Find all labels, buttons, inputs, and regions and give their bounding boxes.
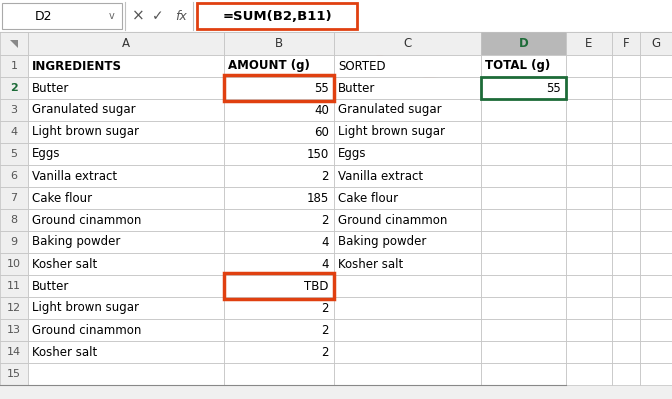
Text: Kosher salt: Kosher salt	[32, 346, 97, 358]
Text: 7: 7	[11, 193, 17, 203]
Text: 2: 2	[321, 170, 329, 182]
Text: Eggs: Eggs	[32, 148, 60, 160]
Text: 13: 13	[7, 325, 21, 335]
Text: Cake flour: Cake flour	[338, 192, 398, 205]
Text: 15: 15	[7, 369, 21, 379]
Text: Granulated sugar: Granulated sugar	[32, 103, 136, 117]
Text: ✓: ✓	[152, 9, 164, 23]
Text: Light brown sugar: Light brown sugar	[32, 126, 139, 138]
Text: Ground cinammon: Ground cinammon	[338, 213, 448, 227]
Text: 12: 12	[7, 303, 21, 313]
Text: 2: 2	[321, 346, 329, 358]
Text: E: E	[585, 37, 593, 50]
Text: 55: 55	[546, 81, 561, 95]
Text: 55: 55	[314, 81, 329, 95]
Text: Baking powder: Baking powder	[32, 235, 120, 249]
Text: Kosher salt: Kosher salt	[32, 257, 97, 271]
Text: =SUM(B2,B11): =SUM(B2,B11)	[222, 10, 332, 22]
Text: ×: ×	[132, 8, 144, 24]
Text: 2: 2	[10, 83, 18, 93]
Text: 3: 3	[11, 105, 17, 115]
Text: 185: 185	[306, 192, 329, 205]
Text: 8: 8	[11, 215, 17, 225]
Text: Vanilla extract: Vanilla extract	[32, 170, 117, 182]
Text: 4: 4	[321, 235, 329, 249]
Text: 2: 2	[321, 213, 329, 227]
Text: Light brown sugar: Light brown sugar	[338, 126, 445, 138]
Text: 150: 150	[306, 148, 329, 160]
Text: 1: 1	[11, 61, 17, 71]
Text: 6: 6	[11, 171, 17, 181]
Text: 11: 11	[7, 281, 21, 291]
Text: Granulated sugar: Granulated sugar	[338, 103, 442, 117]
Text: 14: 14	[7, 347, 21, 357]
Text: 10: 10	[7, 259, 21, 269]
FancyArrowPatch shape	[349, 33, 517, 86]
Text: 2: 2	[321, 302, 329, 314]
Text: Butter: Butter	[32, 280, 69, 292]
Text: G: G	[651, 37, 661, 50]
Text: SORTED: SORTED	[338, 59, 386, 73]
Text: Cake flour: Cake flour	[32, 192, 92, 205]
Text: Kosher salt: Kosher salt	[338, 257, 403, 271]
Text: v: v	[109, 11, 115, 21]
Text: fx: fx	[175, 10, 187, 22]
Text: 4: 4	[321, 257, 329, 271]
Text: Butter: Butter	[32, 81, 69, 95]
Text: A: A	[122, 37, 130, 50]
Text: 5: 5	[11, 149, 17, 159]
Text: 55: 55	[546, 81, 561, 95]
Text: TBD: TBD	[304, 280, 329, 292]
Text: 9: 9	[11, 237, 17, 247]
Text: B: B	[275, 37, 283, 50]
Text: 4: 4	[11, 127, 17, 137]
Text: D: D	[519, 37, 528, 50]
Text: Ground cinammon: Ground cinammon	[32, 213, 141, 227]
Text: INGREDIENTS: INGREDIENTS	[32, 59, 122, 73]
Text: 2: 2	[321, 324, 329, 336]
Text: 60: 60	[314, 126, 329, 138]
Text: 40: 40	[314, 103, 329, 117]
Text: TOTAL (g): TOTAL (g)	[485, 59, 550, 73]
Text: F: F	[623, 37, 629, 50]
Text: Vanilla extract: Vanilla extract	[338, 170, 423, 182]
Text: Light brown sugar: Light brown sugar	[32, 302, 139, 314]
Text: Baking powder: Baking powder	[338, 235, 426, 249]
Text: Ground cinammon: Ground cinammon	[32, 324, 141, 336]
Text: C: C	[403, 37, 412, 50]
Text: Eggs: Eggs	[338, 148, 366, 160]
Text: D2: D2	[35, 10, 52, 22]
Text: Butter: Butter	[338, 81, 376, 95]
Text: AMOUNT (g): AMOUNT (g)	[228, 59, 310, 73]
